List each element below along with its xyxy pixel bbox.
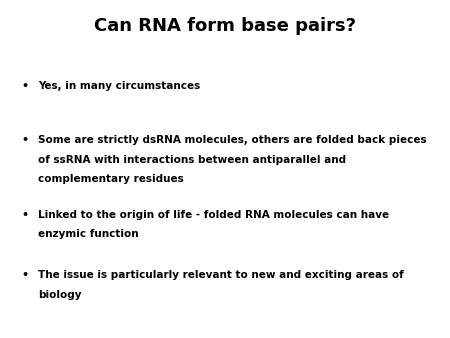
Text: Yes, in many circumstances: Yes, in many circumstances [38, 81, 201, 91]
Text: biology: biology [38, 290, 82, 300]
Text: of ssRNA with interactions between antiparallel and: of ssRNA with interactions between antip… [38, 155, 346, 165]
Text: Some are strictly dsRNA molecules, others are folded back pieces: Some are strictly dsRNA molecules, other… [38, 135, 427, 145]
Text: complementary residues: complementary residues [38, 174, 184, 185]
Text: •: • [21, 135, 28, 145]
Text: •: • [21, 270, 28, 281]
Text: The issue is particularly relevant to new and exciting areas of: The issue is particularly relevant to ne… [38, 270, 404, 281]
Text: Can RNA form base pairs?: Can RNA form base pairs? [94, 17, 356, 35]
Text: Linked to the origin of life - folded RNA molecules can have: Linked to the origin of life - folded RN… [38, 210, 389, 220]
Text: •: • [21, 81, 28, 91]
Text: enzymic function: enzymic function [38, 229, 139, 239]
Text: •: • [21, 210, 28, 220]
